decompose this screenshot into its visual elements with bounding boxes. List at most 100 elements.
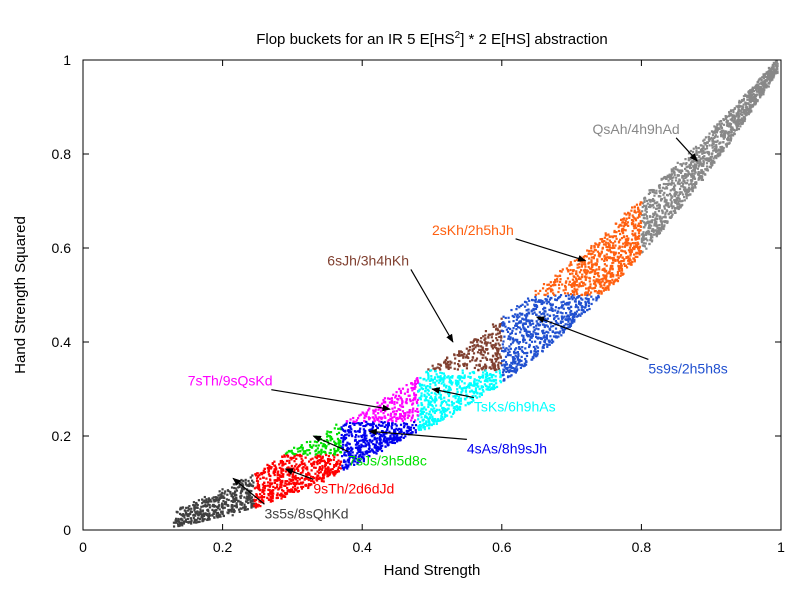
scatter-point [208,514,211,517]
scatter-point [257,496,260,499]
scatter-point [411,414,414,417]
scatter-point [324,461,327,465]
scatter-point [443,376,446,379]
scatter-point [322,450,325,453]
scatter-point [315,449,318,452]
scatter-point [655,213,658,216]
scatter-point [502,346,505,349]
scatter-point [293,485,297,488]
scatter-point [653,194,656,197]
scatter-point [669,189,672,192]
scatter-point [342,468,345,471]
scatter-point [507,316,510,319]
scatter-point [230,500,233,503]
scatter-point [604,269,607,272]
scatter-point [451,375,454,378]
scatter-point [275,479,278,482]
scatter-point [651,199,654,203]
scatter-point [682,178,685,181]
scatter-point [315,456,318,460]
scatter-point [231,514,234,517]
scatter-point [557,290,560,294]
scatter-point [343,435,346,438]
scatter-point [725,143,728,146]
scatter-point [554,306,558,309]
scatter-point [640,213,644,217]
scatter-point [535,324,538,327]
scatter-point [284,482,287,485]
scatter-point [197,513,200,517]
scatter-point [501,371,505,374]
scatter-point [498,335,501,339]
scatter-point [607,287,610,290]
scatter-point [749,101,752,104]
scatter-point [492,344,495,347]
scatter-point [317,471,321,474]
scatter-point [177,524,180,528]
scatter-point [389,438,392,441]
scatter-point [642,214,646,217]
scatter-point [523,338,526,341]
scatter-point [735,125,738,129]
scatter-point [449,363,452,366]
scatter-point [667,174,670,177]
scatter-point [677,202,680,205]
scatter-point [292,456,295,460]
scatter-point [728,125,731,128]
scatter-point [740,111,743,114]
scatter-point [503,378,506,381]
scatter-point [327,461,330,464]
scatter-point [592,287,595,290]
scatter-point [338,463,342,466]
scatter-point [541,349,544,352]
scatter-point [472,352,476,355]
scatter-point [442,384,446,387]
scatter-point [620,237,624,240]
scatter-point [733,117,737,120]
scatter-point [655,207,658,211]
scatter-point [296,479,299,483]
scatter-point [268,478,272,481]
scatter-point [488,388,491,391]
scatter-point [362,445,365,448]
scatter-point [432,422,435,426]
scatter-point [420,394,423,397]
scatter-point [179,521,182,525]
scatter-point [522,336,525,340]
scatter-point [448,385,451,388]
scatter-point [404,413,407,416]
scatter-point [547,331,550,334]
scatter-point [295,454,298,457]
scatter-point [393,441,397,445]
scatter-point [419,413,423,416]
scatter-point [629,244,632,247]
scatter-point [276,492,279,495]
scatter-point [316,463,319,466]
scatter-point [607,271,610,275]
scatter-point [516,316,519,319]
scatter-point [658,230,661,233]
scatter-point [774,68,777,71]
scatter-point [498,353,501,356]
scatter-point [493,346,496,349]
scatter-point [472,399,475,402]
scatter-point [494,328,498,331]
scatter-point [229,492,232,495]
scatter-point [538,342,542,345]
scatter-point [631,260,634,264]
scatter-point [657,226,660,230]
scatter-point [456,407,460,410]
scatter-point [255,503,258,507]
scatter-point [181,506,184,509]
scatter-point [518,312,522,315]
scatter-point [725,121,728,124]
scatter-point [401,402,404,405]
scatter-point [545,320,548,323]
scatter-point [554,309,557,312]
scatter-point [432,367,435,370]
scatter-point [525,352,528,355]
scatter-point [201,509,205,512]
scatter-point [362,434,365,437]
scatter-point [543,301,546,304]
scatter-point [251,484,254,487]
